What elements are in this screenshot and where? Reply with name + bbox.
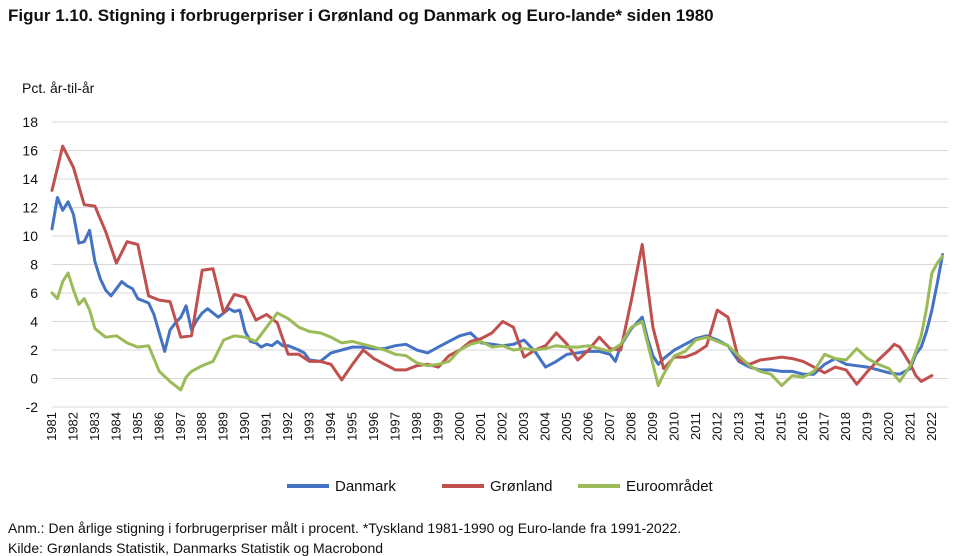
series-line-danmark (50, 196, 945, 376)
x-tick-label: 1981 (44, 412, 59, 441)
x-tick-label: 1988 (194, 412, 209, 441)
x-tick-label: 1986 (151, 412, 166, 441)
legend-label: Euroområdet (626, 478, 714, 495)
x-tick-label: 2009 (645, 412, 660, 441)
legend-item: Grønland (442, 478, 553, 495)
x-tick-label: 2016 (795, 412, 810, 441)
series-line-euroområdet (50, 254, 945, 392)
x-tick-label: 1987 (173, 412, 188, 441)
x-tick-label: 2008 (623, 412, 638, 441)
y-tick-label: 10 (22, 228, 38, 244)
x-tick-label: 2018 (838, 412, 853, 441)
y-tick-label: 6 (30, 285, 38, 301)
y-tick-label: 0 (30, 371, 38, 387)
x-tick-label: 2020 (881, 412, 896, 441)
x-tick-label: 2021 (902, 412, 917, 441)
series-line-grønland (50, 144, 934, 386)
legend: Danmark Grønland Euroområdet (287, 478, 714, 495)
x-tick-label: 2007 (602, 412, 617, 441)
x-tick-label: 2022 (924, 412, 939, 441)
x-tick-label: 1994 (323, 412, 338, 441)
x-tick-label: 1993 (302, 412, 317, 441)
gridlines (52, 121, 948, 408)
x-tick-label: 1989 (216, 412, 231, 441)
x-tick-label: 2006 (581, 412, 596, 441)
legend-label: Grønland (490, 478, 553, 495)
x-tick-label: 1991 (259, 412, 274, 441)
y-tick-labels: -2 0 2 4 6 8 10 12 14 16 18 (22, 114, 38, 415)
y-tick-label: 16 (22, 143, 38, 159)
x-tick-label: 2005 (559, 412, 574, 441)
x-tick-label: 1992 (280, 412, 295, 441)
y-tick-label: 8 (30, 257, 38, 273)
x-tick-labels: 1981 1982 1983 1984 1985 1986 1987 1988 1989 1990… (44, 412, 939, 441)
legend-item: Danmark (287, 478, 396, 495)
y-tick-label: 12 (22, 200, 38, 216)
x-tick-label: 1996 (366, 412, 381, 441)
y-tick-label: -2 (26, 399, 39, 415)
x-tick-label: 2004 (538, 412, 553, 441)
x-tick-label: 1995 (344, 412, 359, 441)
chart-title: Figur 1.10. Stigning i forbrugerpriser i… (8, 6, 714, 25)
x-tick-label: 2014 (752, 412, 767, 441)
x-tick-label: 1985 (130, 412, 145, 441)
legend-label: Danmark (335, 478, 396, 495)
x-tick-label: 2000 (452, 412, 467, 441)
x-tick-label: 1983 (87, 412, 102, 441)
y-tick-label: 18 (22, 114, 38, 130)
x-tick-label: 1997 (387, 412, 402, 441)
x-tick-label: 1982 (65, 412, 80, 441)
x-tick-label: 2003 (516, 412, 531, 441)
x-tick-label: 2002 (495, 412, 510, 441)
x-tick-label: 2011 (688, 412, 703, 440)
x-tick-label: 1999 (430, 412, 445, 441)
source-note: Kilde: Grønlands Statistik, Danmarks Sta… (8, 540, 384, 556)
x-tick-label: 2001 (473, 412, 488, 441)
y-tick-label: 14 (22, 171, 38, 187)
x-tick-label: 1998 (409, 412, 424, 441)
x-tick-label: 2012 (709, 412, 724, 441)
x-tick-label: 2017 (817, 412, 832, 441)
x-tick-label: 2019 (860, 412, 875, 441)
series-lines (50, 144, 945, 392)
legend-item: Euroområdet (578, 478, 714, 495)
x-tick-label: 2015 (774, 412, 789, 441)
x-tick-label: 1990 (237, 412, 252, 441)
x-tick-label: 1984 (108, 412, 123, 441)
y-tick-label: 4 (30, 314, 38, 330)
x-tick-label: 2010 (666, 412, 681, 441)
y-axis-label: Pct. år-til-år (22, 80, 95, 96)
x-tick-label: 2013 (731, 412, 746, 441)
footnote: Anm.: Den årlige stigning i forbrugerpri… (8, 520, 682, 536)
y-tick-label: 2 (30, 342, 38, 358)
